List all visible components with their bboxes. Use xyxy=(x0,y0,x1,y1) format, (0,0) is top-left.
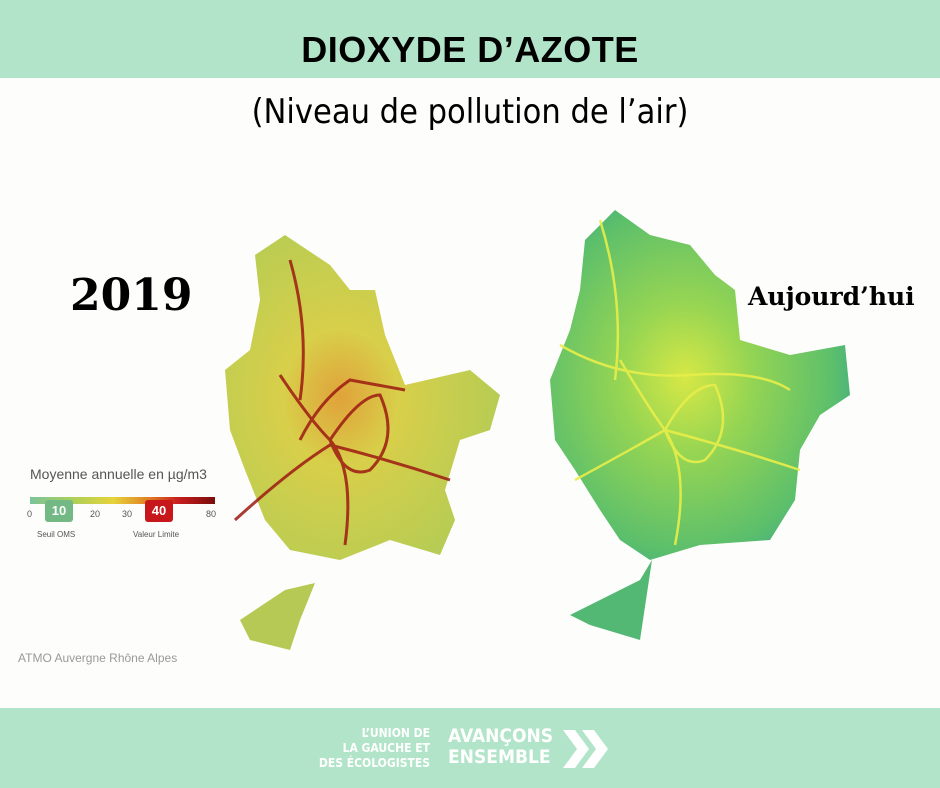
map-2019 xyxy=(225,235,500,650)
footer-slogan-line: ENSEMBLE xyxy=(448,746,551,768)
title: DIOXYDE D’AZOTE xyxy=(301,29,639,70)
footer-band xyxy=(0,708,940,788)
legend-box xyxy=(45,500,73,522)
footer-org-line: L’UNION DE xyxy=(361,726,430,740)
legend-tick: 30 xyxy=(122,509,133,519)
map-label: 2019 xyxy=(70,270,193,321)
footer-org: L’UNION DE LA GAUCHE ET DES ÉCOLOGISTES xyxy=(310,726,430,771)
legend-note: Valeur Limite xyxy=(133,530,180,539)
legend-tick: 40 xyxy=(151,503,167,518)
subtitle: (Niveau de pollution de l’air) xyxy=(251,92,689,132)
map-today xyxy=(550,210,850,640)
source: ATMO Auvergne Rhône Alpes xyxy=(18,651,178,665)
legend-box xyxy=(145,500,173,522)
legend-title: Moyenne annuelle en µg/m3 xyxy=(30,466,207,482)
footer-slogan: AVANÇONS ENSEMBLE xyxy=(448,726,553,768)
header-band xyxy=(0,0,940,78)
legend-scale xyxy=(30,497,215,504)
map-label: Aujourd’hui xyxy=(748,282,915,311)
footer-org-line: LA GAUCHE ET xyxy=(342,741,430,755)
footer-slogan-line: AVANÇONS xyxy=(448,725,554,747)
legend-tick: 0 xyxy=(27,509,33,519)
legend-tick: 80 xyxy=(206,509,217,519)
legend-note: Seuil OMS xyxy=(37,530,76,539)
footer-org-line: DES ÉCOLOGISTES xyxy=(318,756,430,770)
legend-tick: 10 xyxy=(51,503,67,518)
legend-tick: 20 xyxy=(90,509,101,519)
